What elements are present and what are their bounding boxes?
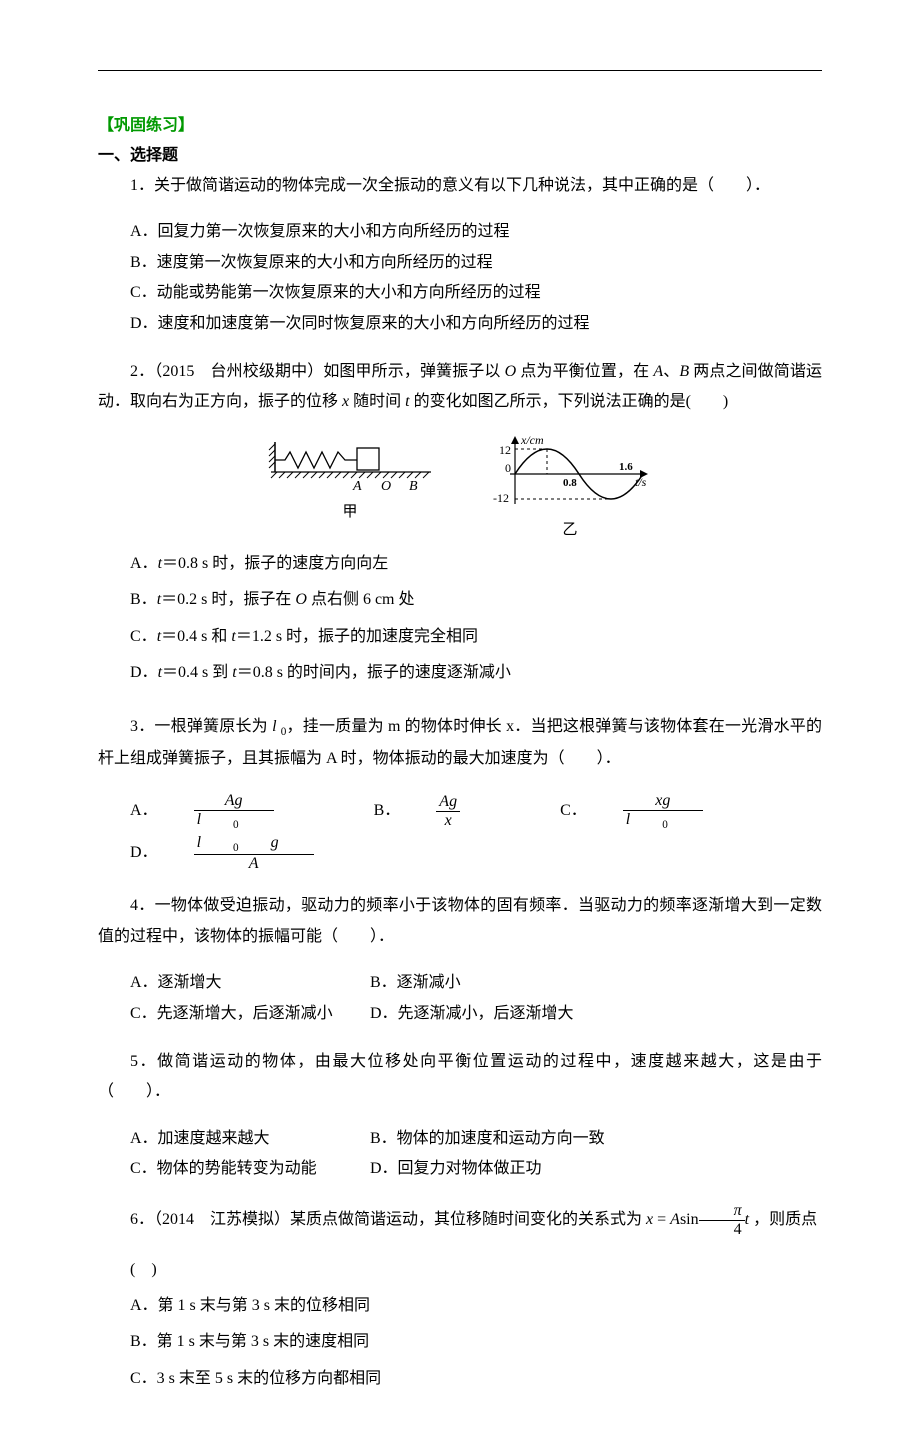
top-rule [98, 70, 822, 71]
q4-D: D．先逐渐减小，后逐渐增大 [370, 999, 574, 1029]
q3-A: A． Agl0 [130, 790, 338, 832]
q6-stem: 6．（2014 江苏模拟）某质点做简谐运动，其位移随时间变化的关系式为 x = … [98, 1202, 822, 1238]
q6-B: B．第 1 s 末与第 3 s 末的速度相同 [130, 1327, 822, 1357]
q2-C: C．t＝0.4 s 和 t＝1.2 s 时，振子的加速度完全相同 [130, 622, 822, 652]
q2-A: A．t＝0.8 s 时，振子的速度方向向左 [130, 549, 822, 579]
q6-C: C．3 s 末至 5 s 末的位移方向都相同 [130, 1364, 822, 1394]
q6-options: ( ) A．第 1 s 末与第 3 s 末的位移相同 B．第 1 s 末与第 3… [130, 1255, 822, 1395]
svg-text:12: 12 [499, 443, 511, 457]
q6-A: A．第 1 s 末与第 3 s 末的位移相同 [130, 1291, 822, 1321]
q1-D: D．速度和加速度第一次同时恢复原来的大小和方向所经历的过程 [130, 309, 822, 339]
svg-text:0: 0 [505, 461, 511, 475]
q2-D: D．t＝0.4 s 到 t＝0.8 s 的时间内，振子的速度逐渐减小 [130, 658, 822, 688]
svg-text:t/s: t/s [635, 475, 647, 489]
section-title: 【巩固练习】 [98, 111, 822, 135]
fig-jia-label: 甲 [265, 500, 435, 521]
spring-diagram: A O B [265, 434, 435, 496]
q5-options: A．加速度越来越大B．物体的加速度和运动方向一致 C．物体的势能转变为动能D．回… [130, 1124, 822, 1185]
svg-text:0.8: 0.8 [563, 477, 577, 489]
fig-yi-label: 乙 [485, 518, 655, 539]
figure-jia: A O B 甲 [265, 434, 435, 539]
svg-text:B: B [409, 479, 418, 494]
q1-B: B．速度第一次恢复原来的大小和方向所经历的过程 [130, 248, 822, 278]
q5-A: A．加速度越来越大 [130, 1124, 370, 1154]
svg-text:x/cm: x/cm [520, 434, 544, 447]
q5-stem: 5．做简谐运动的物体，由最大位移处向平衡位置运动的过程中，速度越来越大，这是由于… [98, 1047, 822, 1108]
svg-text:O: O [381, 479, 391, 494]
q4-B: B．逐渐减小 [370, 968, 461, 998]
q4-options: A．逐渐增大B．逐渐减小 C．先逐渐增大，后逐渐减小D．先逐渐减小，后逐渐增大 [130, 968, 822, 1029]
q4-C: C．先逐渐增大，后逐渐减小 [130, 999, 370, 1029]
q2-figures: A O B 甲 x/cm 12 [98, 434, 822, 539]
q4-A: A．逐渐增大 [130, 968, 370, 998]
page: 【巩固练习】 一、选择题 1．关于做简谐运动的物体完成一次全振动的意义有以下几种… [0, 0, 920, 1440]
q1-options: A．回复力第一次恢复原来的大小和方向所经历的过程 B．速度第一次恢复原来的大小和… [130, 217, 822, 339]
q4-stem: 4．一物体做受迫振动，驱动力的频率小于该物体的固有频率．当驱动力的频率逐渐增大到… [98, 891, 822, 952]
svg-text:A: A [352, 479, 362, 494]
q3-D: D． l0gA [130, 832, 378, 874]
q5-C: C．物体的势能转变为动能 [130, 1154, 370, 1184]
xt-graph: x/cm 12 0 -12 0.8 1.6 t/s [485, 434, 655, 514]
q1-stem: 1．关于做简谐运动的物体完成一次全振动的意义有以下几种说法，其中正确的是（ ）． [98, 171, 822, 201]
figure-yi: x/cm 12 0 -12 0.8 1.6 t/s 乙 [485, 434, 655, 539]
q2-B: B．t＝0.2 s 时，振子在 O 点右侧 6 cm 处 [130, 585, 822, 615]
q3-options: A． Agl0 B． Agx C． xgl0 D． l0gA [130, 790, 822, 873]
q2-stem: 2．（2015 台州校级期中）如图甲所示，弹簧振子以 O 点为平衡位置，在 A、… [98, 357, 822, 418]
q6-paren: ( ) [130, 1255, 822, 1285]
q3-C: C． xgl0 [560, 790, 767, 832]
q1-C: C．动能或势能第一次恢复原来的大小和方向所经历的过程 [130, 278, 822, 308]
q3-stem: 3．一根弹簧原长为 l 0，挂一质量为 m 的物体时伸长 x．当把这根弹簧与该物… [98, 712, 822, 774]
q1-A: A．回复力第一次恢复原来的大小和方向所经历的过程 [130, 217, 822, 247]
q2-options: A．t＝0.8 s 时，振子的速度方向向左 B．t＝0.2 s 时，振子在 O … [130, 549, 822, 689]
svg-text:1.6: 1.6 [619, 461, 633, 473]
q5-B: B．物体的加速度和运动方向一致 [370, 1124, 605, 1154]
q5-D: D．回复力对物体做正功 [370, 1154, 542, 1184]
svg-text:-12: -12 [493, 491, 509, 505]
subtitle: 一、选择题 [98, 141, 822, 165]
q3-B: B． Agx [374, 790, 524, 832]
